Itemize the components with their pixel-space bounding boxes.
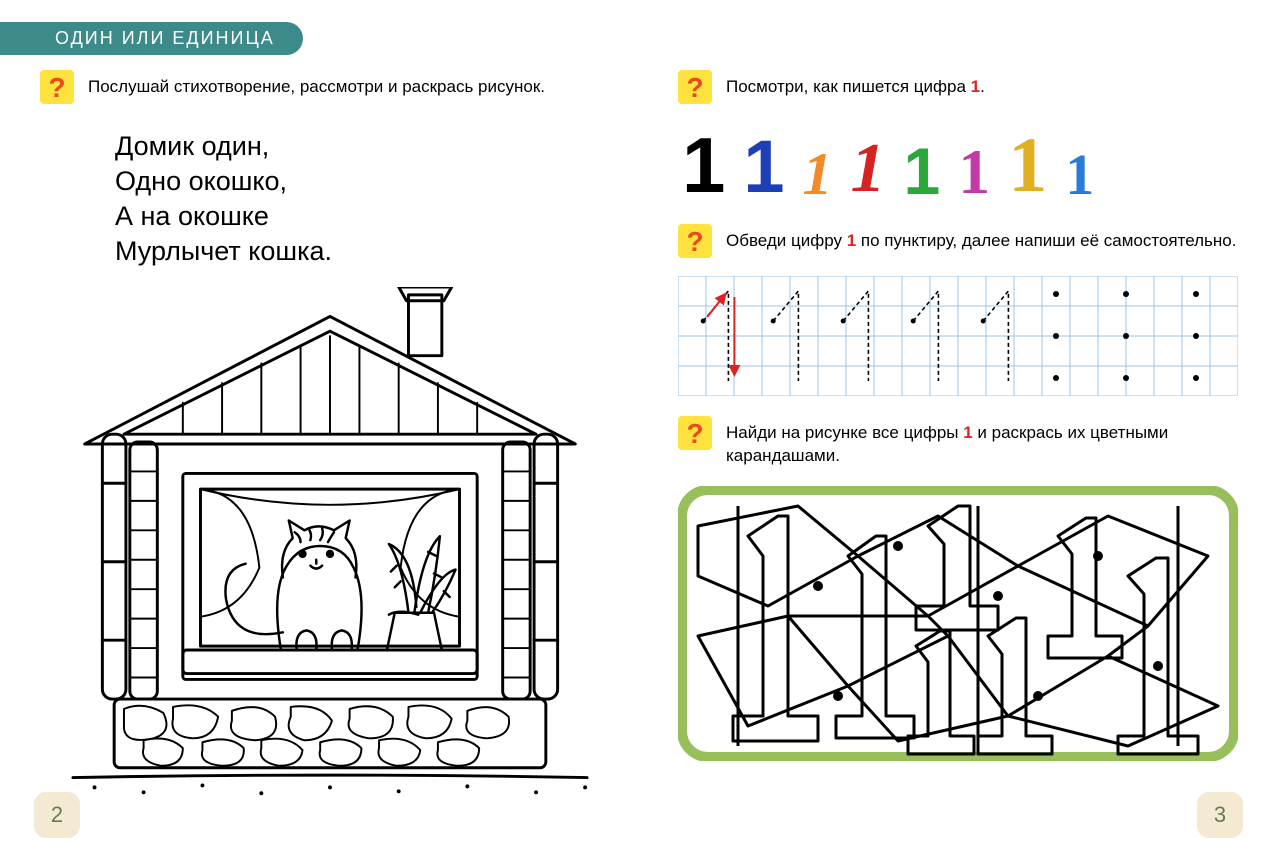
question-icon: ? [678, 70, 712, 104]
styled-one: 1 [904, 138, 941, 204]
task-3-text: Обведи цифру 1 по пунктиру, далее напиши… [726, 224, 1236, 253]
task-1-text: Послушай стихотворение, рассмотри и раск… [88, 70, 545, 99]
lesson-header: ОДИН ИЛИ ЕДИНИЦА [0, 22, 303, 55]
text: . [980, 77, 985, 96]
styled-one: 1 [803, 144, 833, 204]
digit-one: 1 [971, 77, 980, 96]
page-left: ? Послушай стихотворение, рассмотри и ра… [40, 70, 640, 807]
house-illustration [50, 287, 610, 807]
text: по пунктиру, далее напиши её самостоятел… [856, 231, 1236, 250]
pagenum-text: 2 [51, 802, 63, 828]
lesson-title: ОДИН ИЛИ ЕДИНИЦА [55, 28, 275, 48]
page-number-left: 2 [34, 792, 80, 838]
task-2-text: Посмотри, как пишется цифра 1. [726, 70, 985, 99]
svg-text:?: ? [48, 72, 65, 103]
question-icon: ? [678, 224, 712, 258]
question-icon: ? [40, 70, 74, 104]
task-1: ? Послушай стихотворение, рассмотри и ра… [40, 70, 640, 104]
poem-line: Домик один, [115, 129, 640, 164]
page-right: ? Посмотри, как пишется цифра 1. 1 1 1 1… [678, 70, 1277, 761]
svg-text:?: ? [686, 226, 703, 257]
poem: Домик один, Одно окошко, А на окошке Мур… [115, 129, 640, 269]
styled-one: 1 [1065, 146, 1094, 204]
poem-line: Одно окошко, [115, 164, 640, 199]
styled-one: 1 [958, 140, 990, 204]
styled-one: 1 [682, 126, 725, 204]
task-4: ? Найди на рисунке все цифры 1 и раскрас… [678, 416, 1277, 468]
task-2: ? Посмотри, как пишется цифра 1. [678, 70, 1277, 104]
digit-styles-row: 1 1 1 1 1 1 1 1 [682, 122, 1277, 204]
text: Посмотри, как пишется цифра [726, 77, 971, 96]
text: Обведи цифру [726, 231, 847, 250]
task-3: ? Обведи цифру 1 по пунктиру, далее напи… [678, 224, 1277, 258]
digit-one: 1 [847, 231, 856, 250]
digit-one: 1 [963, 423, 972, 442]
styled-one: 1 [743, 130, 784, 204]
svg-text:?: ? [686, 72, 703, 103]
pagenum-text: 3 [1214, 802, 1226, 828]
tracing-grid [678, 276, 1238, 396]
styled-one: 1 [851, 134, 886, 204]
text: Найди на рисунке все цифры [726, 423, 963, 442]
svg-text:?: ? [686, 418, 703, 449]
poem-line: А на окошке [115, 199, 640, 234]
hidden-ones-puzzle [678, 486, 1238, 761]
styled-one: 1 [1008, 126, 1047, 204]
poem-line: Мурлычет кошка. [115, 234, 640, 269]
page-number-right: 3 [1197, 792, 1243, 838]
task-4-text: Найди на рисунке все цифры 1 и раскрась … [726, 416, 1277, 468]
question-icon: ? [678, 416, 712, 450]
